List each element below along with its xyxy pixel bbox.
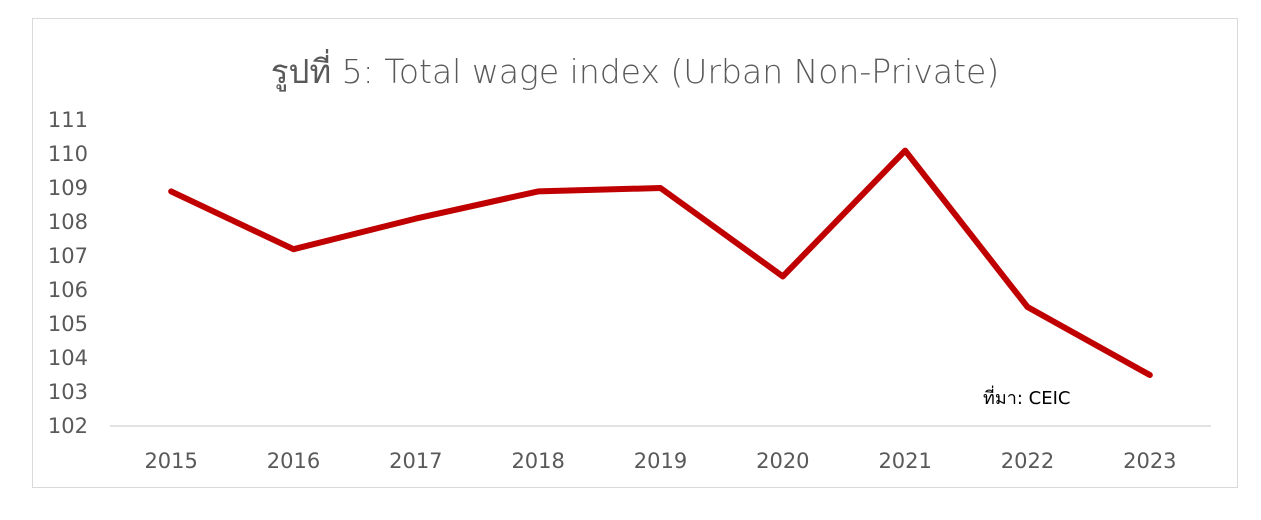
- series-line: [168, 147, 1153, 378]
- y-tick-label: 111: [48, 108, 88, 132]
- chart-title: รูปที่ 5: Total wage index (Urban Non-Pr…: [271, 49, 999, 92]
- source-note: ที่มา: CEIC: [983, 385, 1070, 409]
- x-tick-label: 2017: [389, 449, 442, 473]
- y-tick-label: 107: [48, 244, 88, 268]
- x-tick-label: 2015: [144, 449, 197, 473]
- x-tick-label: 2016: [267, 449, 320, 473]
- x-tick-label: 2023: [1123, 449, 1176, 473]
- y-axis: 102 103 104 105 106 107 108 109 110 111: [48, 108, 88, 438]
- y-tick-label: 108: [48, 210, 88, 234]
- x-tick-label: 2018: [511, 449, 564, 473]
- y-tick-label: 103: [48, 380, 88, 404]
- x-tick-label: 2020: [756, 449, 809, 473]
- y-tick-label: 104: [48, 346, 88, 370]
- x-tick-label: 2021: [878, 449, 931, 473]
- y-tick-label: 110: [48, 142, 88, 166]
- x-tick-label: 2022: [1001, 449, 1054, 473]
- y-tick-label: 106: [48, 278, 88, 302]
- y-tick-label: 105: [48, 312, 88, 336]
- x-tick-label: 2019: [634, 449, 687, 473]
- chart-frame: [32, 18, 1238, 488]
- y-tick-label: 102: [48, 414, 88, 438]
- y-tick-label: 109: [48, 176, 88, 200]
- x-axis: 2015 2016 2017 2018 2019 2020 2021 2022 2023: [144, 449, 1176, 473]
